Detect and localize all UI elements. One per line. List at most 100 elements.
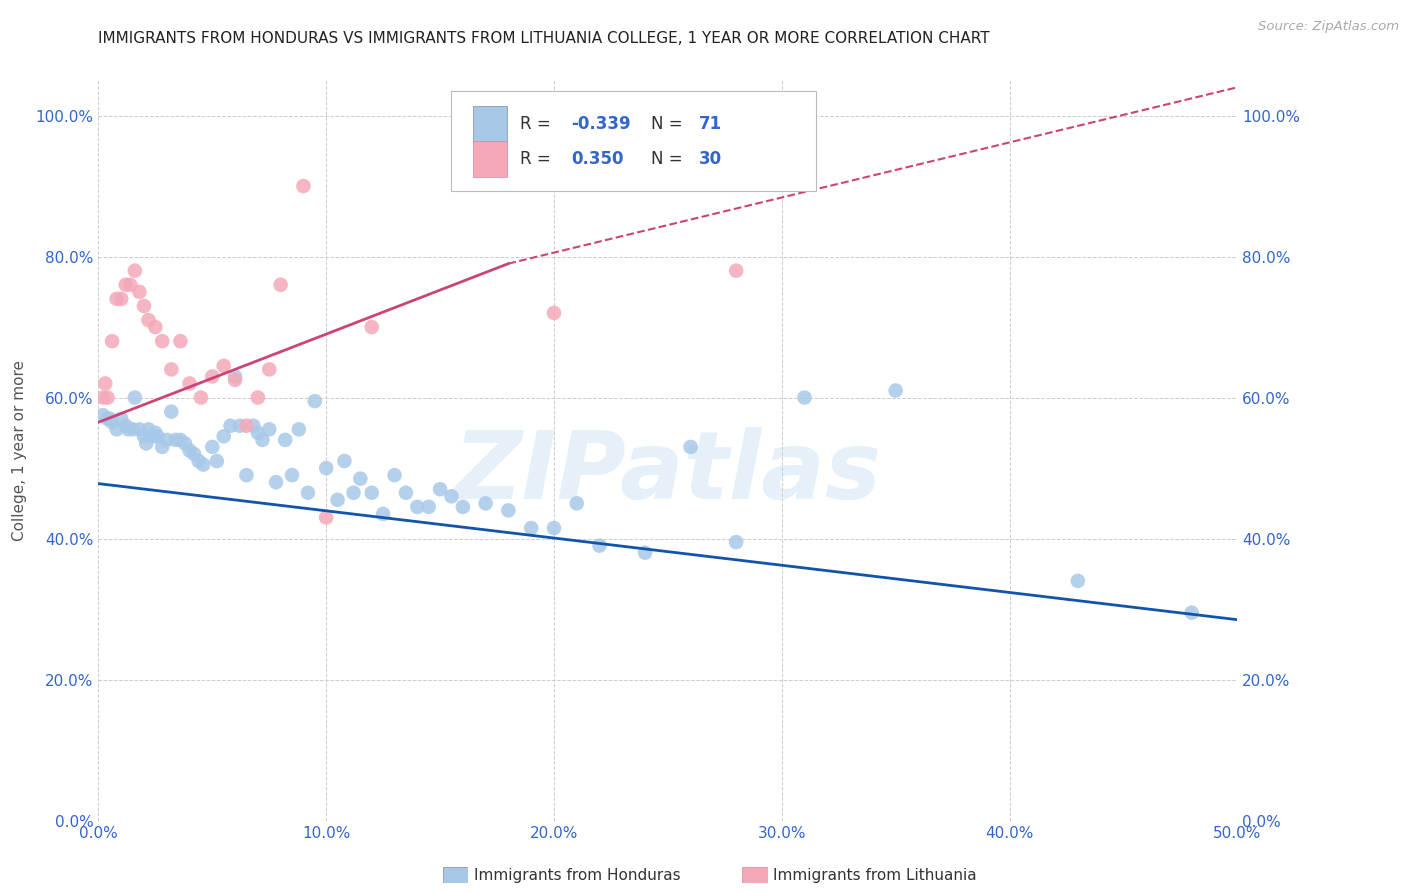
Point — [156, 433, 179, 447]
Point — [205, 454, 228, 468]
Point — [565, 496, 588, 510]
Point — [384, 468, 406, 483]
Text: -0.339: -0.339 — [571, 115, 631, 133]
Point — [304, 394, 326, 409]
Point — [543, 521, 565, 535]
Text: 71: 71 — [699, 115, 721, 133]
Point — [201, 440, 224, 454]
Text: R =: R = — [520, 150, 555, 168]
Point — [132, 429, 155, 443]
Point — [634, 546, 657, 560]
Point — [160, 405, 183, 419]
Point — [520, 521, 543, 535]
Text: N =: N = — [651, 115, 688, 133]
Point — [145, 320, 167, 334]
Point — [138, 422, 160, 436]
Point — [160, 362, 183, 376]
Point — [219, 418, 242, 433]
Point — [183, 447, 205, 461]
Point — [371, 507, 394, 521]
Point — [96, 391, 118, 405]
Point — [297, 485, 319, 500]
Point — [120, 277, 142, 292]
Point — [884, 384, 907, 398]
Point — [451, 500, 474, 514]
Point — [142, 429, 165, 443]
Point — [292, 179, 315, 194]
Point — [264, 475, 287, 490]
Point — [588, 539, 610, 553]
Point — [114, 418, 136, 433]
Point — [259, 362, 281, 376]
Point — [228, 418, 250, 433]
Point — [1181, 606, 1204, 620]
Point — [333, 454, 356, 468]
Point — [91, 391, 114, 405]
Point — [150, 334, 173, 348]
Point — [150, 440, 173, 454]
Point — [174, 436, 197, 450]
Point — [725, 535, 748, 549]
Point — [114, 277, 136, 292]
Point — [360, 485, 382, 500]
Text: ZIPatlas: ZIPatlas — [454, 426, 882, 518]
Point — [146, 429, 169, 443]
Text: Immigrants from Lithuania: Immigrants from Lithuania — [773, 868, 977, 882]
Point — [440, 489, 463, 503]
Point — [242, 418, 264, 433]
Point — [259, 422, 281, 436]
Point — [1067, 574, 1090, 588]
Point — [110, 411, 132, 425]
Point — [128, 285, 150, 299]
Point — [315, 510, 337, 524]
Point — [190, 391, 212, 405]
FancyBboxPatch shape — [472, 141, 508, 177]
Point — [429, 482, 451, 496]
Point — [193, 458, 215, 472]
Point — [281, 468, 304, 483]
Point — [679, 440, 702, 454]
Point — [91, 408, 114, 422]
Point — [246, 391, 269, 405]
Point — [101, 415, 124, 429]
Point — [274, 433, 297, 447]
Point — [132, 299, 155, 313]
Text: Source: ZipAtlas.com: Source: ZipAtlas.com — [1258, 20, 1399, 33]
FancyBboxPatch shape — [472, 106, 508, 142]
Point — [98, 411, 121, 425]
Point — [96, 411, 118, 425]
Text: 30: 30 — [699, 150, 721, 168]
Point — [105, 422, 128, 436]
Point — [418, 500, 440, 514]
Point — [342, 485, 364, 500]
Point — [395, 485, 418, 500]
Point — [187, 454, 209, 468]
Text: R =: R = — [520, 115, 555, 133]
Point — [145, 425, 167, 440]
Point — [246, 425, 269, 440]
Point — [725, 263, 748, 277]
Point — [101, 334, 124, 348]
FancyBboxPatch shape — [451, 91, 815, 191]
Y-axis label: College, 1 year or more: College, 1 year or more — [13, 360, 27, 541]
Point — [212, 359, 235, 373]
Point — [105, 292, 128, 306]
Point — [793, 391, 815, 405]
Point — [235, 418, 257, 433]
Point — [94, 376, 117, 391]
Point — [406, 500, 429, 514]
Point — [326, 492, 349, 507]
Point — [135, 436, 157, 450]
Point — [224, 369, 246, 384]
Point — [252, 433, 274, 447]
Point — [498, 503, 520, 517]
Point — [121, 422, 143, 436]
Point — [124, 391, 146, 405]
Text: Immigrants from Honduras: Immigrants from Honduras — [474, 868, 681, 882]
Point — [201, 369, 224, 384]
Text: N =: N = — [651, 150, 688, 168]
Point — [110, 292, 132, 306]
Point — [224, 373, 246, 387]
Text: IMMIGRANTS FROM HONDURAS VS IMMIGRANTS FROM LITHUANIA COLLEGE, 1 YEAR OR MORE CO: IMMIGRANTS FROM HONDURAS VS IMMIGRANTS F… — [98, 31, 990, 46]
Text: 0.350: 0.350 — [571, 150, 623, 168]
